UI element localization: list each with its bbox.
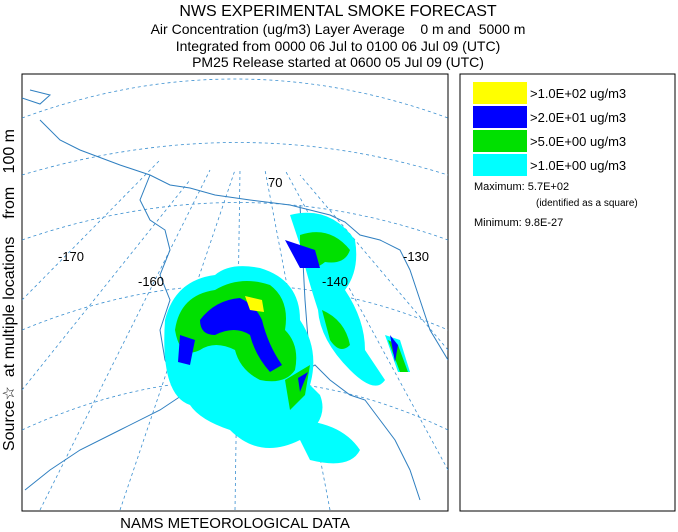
graticule-label: -140 [322,274,348,289]
legend-label: >5.0E+00 ug/m3 [530,134,626,149]
maximum-note: (identified as a square) [536,198,638,209]
legend-label: >2.0E+01 ug/m3 [530,110,626,125]
graticule-label: -160 [138,274,164,289]
legend-label: >1.0E+00 ug/m3 [530,158,626,173]
legend-swatch [473,82,527,104]
graticule-label: 70 [268,175,282,190]
subtitle: Air Concentration (ug/m3) Layer Average … [151,21,526,37]
legend-swatch [473,154,527,176]
graticule-label: -130 [403,249,429,264]
side-label: Source☆ at multiple locations from 100 m [1,129,18,451]
subtitle: Integrated from 0000 06 Jul to 0100 06 J… [176,38,501,54]
legend: Maximum: 5.7E+02 (identified as a square… [459,73,676,512]
title: NWS EXPERIMENTAL SMOKE FORECAST [179,3,497,20]
footer: NAMS METEOROLOGICAL DATA [120,515,350,532]
minimum: Minimum: 9.8E-27 [474,217,563,229]
graticule-label: -170 [58,249,84,264]
legend-label: >1.0E+02 ug/m3 [530,86,626,101]
subtitle: PM25 Release started at 0600 05 Jul 09 (… [192,54,484,70]
map: -170 -160 -140 -130 70 [21,73,449,512]
legend-swatch [473,106,527,128]
legend-swatch [473,130,527,152]
maximum: Maximum: 5.7E+02 [474,181,569,193]
